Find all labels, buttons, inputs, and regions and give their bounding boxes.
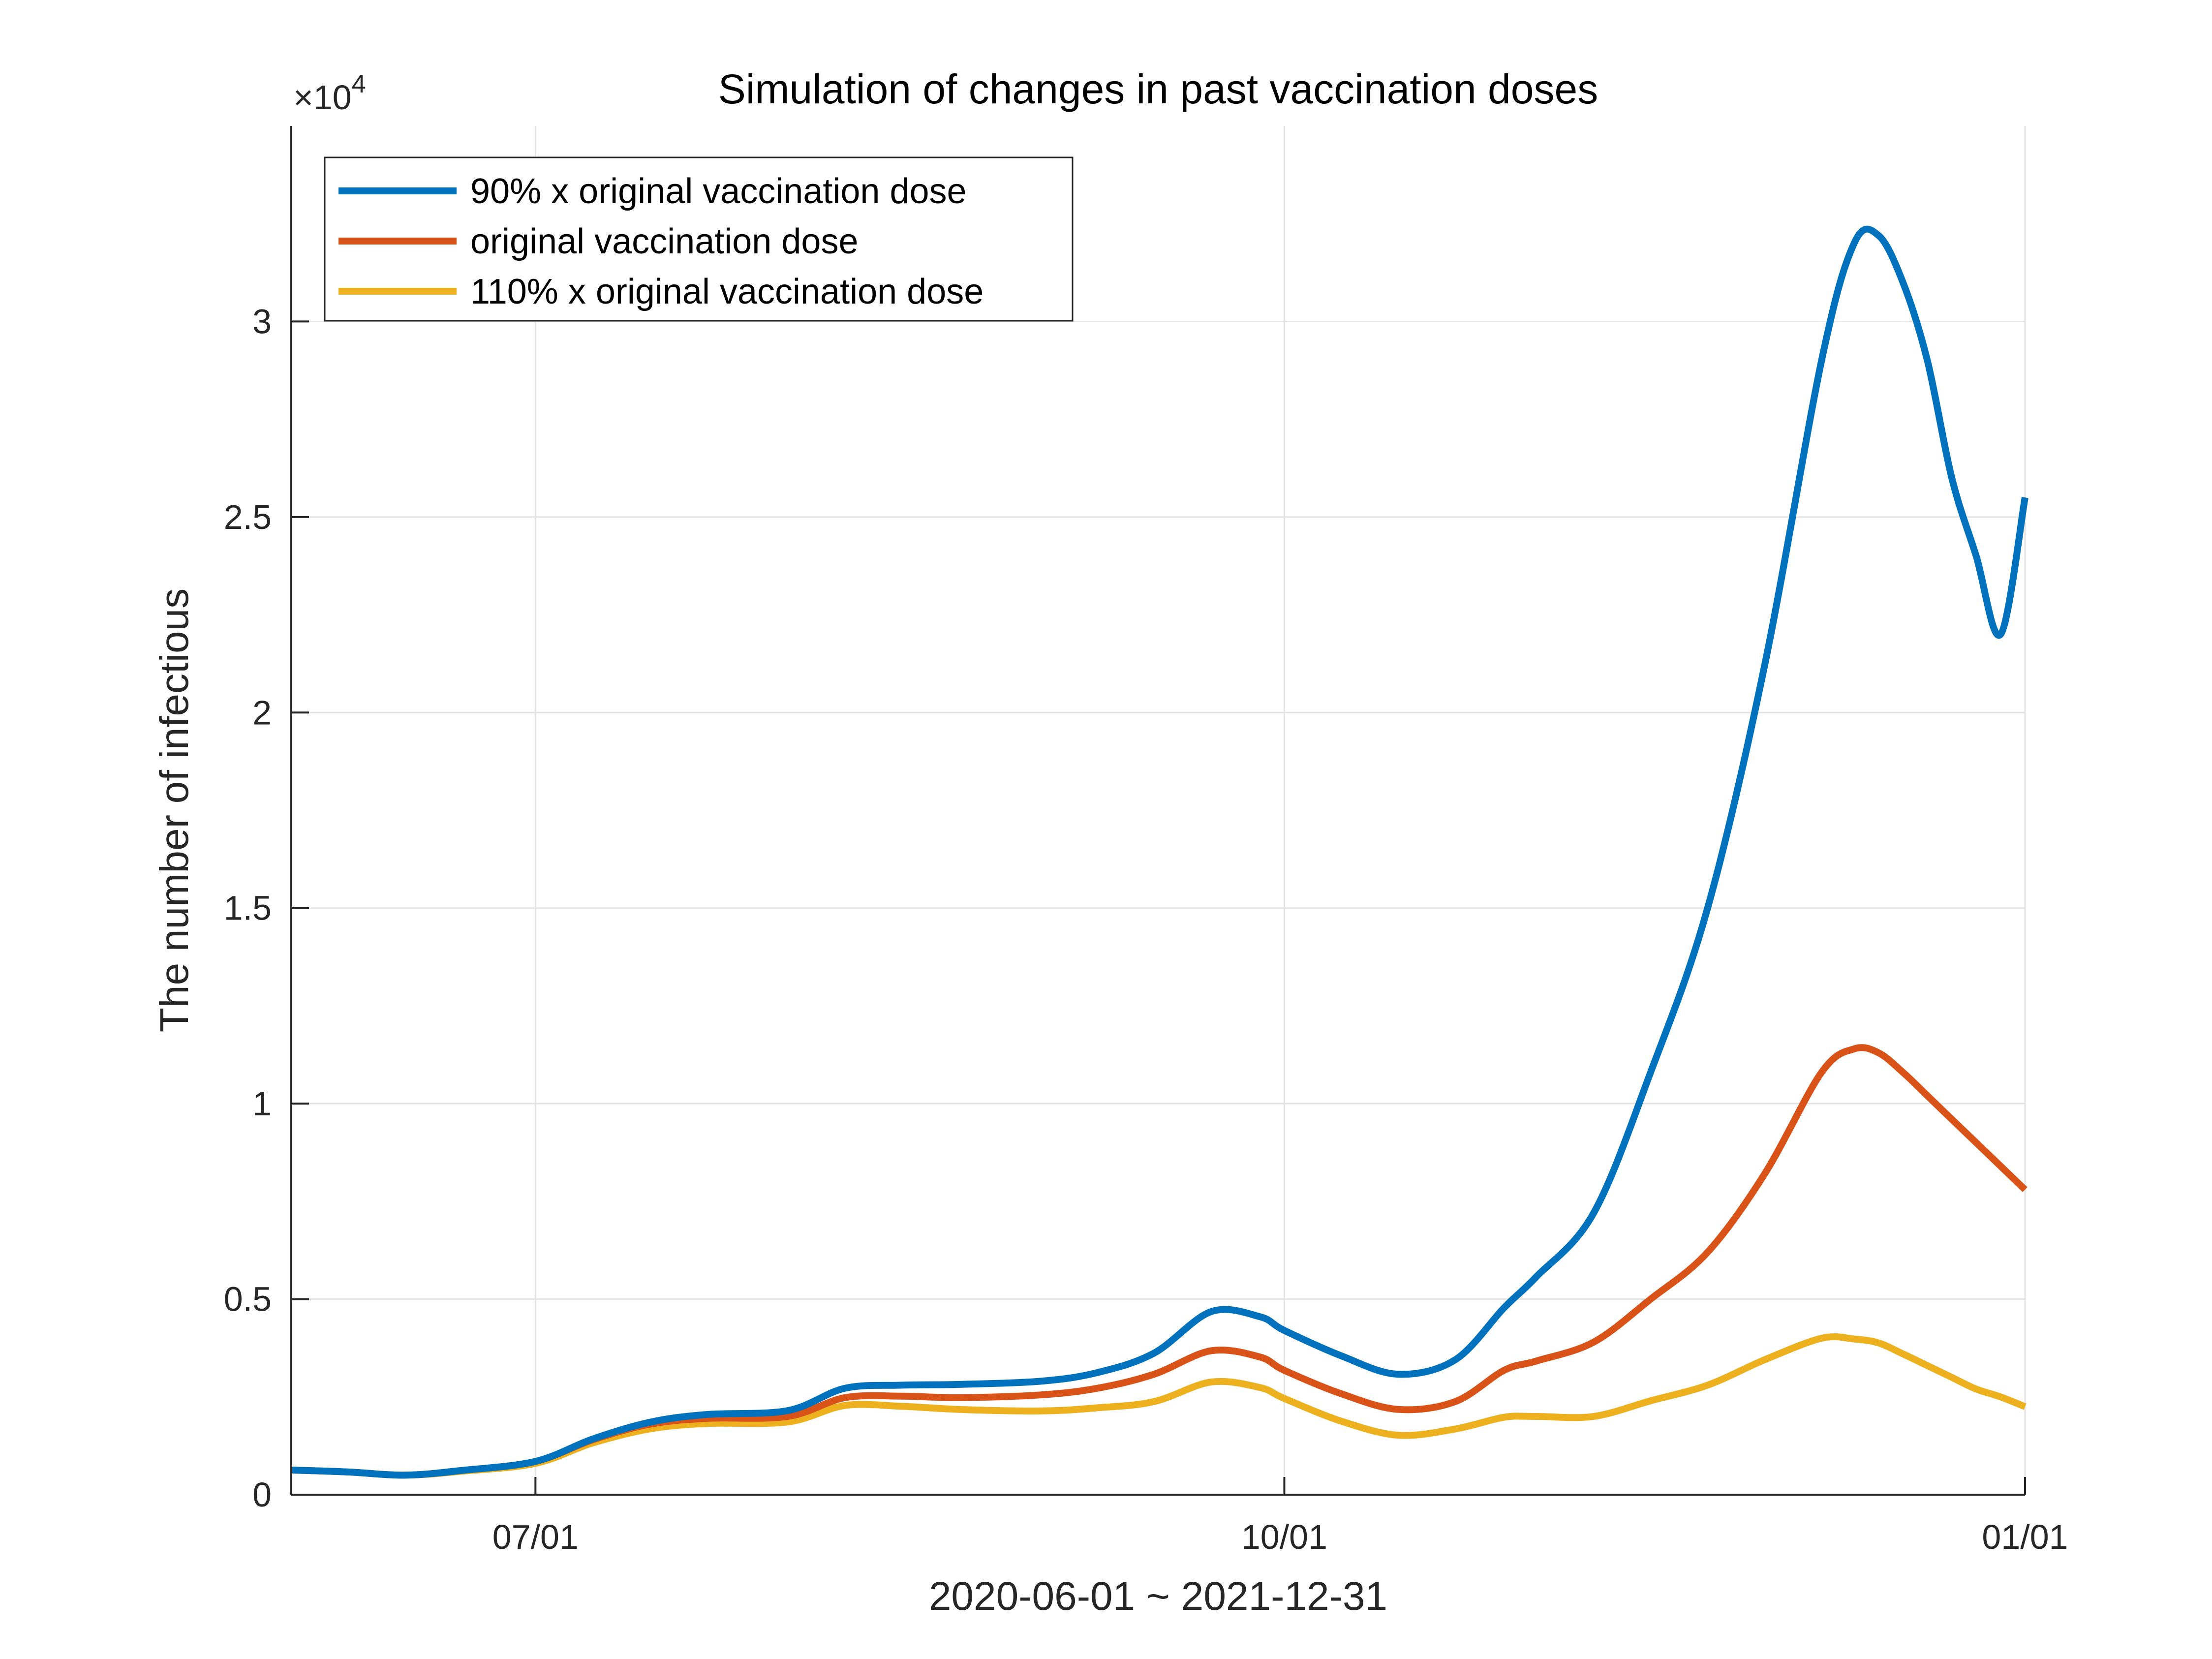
legend-label: 90% x original vaccination dose: [470, 172, 967, 211]
y-tick-label: 0.5: [224, 1280, 272, 1319]
y-exponent-label: ×104: [293, 70, 366, 117]
legend-label: 110% x original vaccination dose: [470, 272, 983, 311]
y-tick-label: 3: [252, 302, 272, 340]
y-tick-label: 1: [252, 1084, 272, 1123]
series-lines: [291, 225, 2028, 1479]
legend: 90% x original vaccination dose original …: [324, 156, 1074, 322]
y-exponent-prefix: ×10: [293, 78, 352, 117]
legend-label: original vaccination dose: [470, 222, 858, 261]
x-tick-label: 10/01: [1241, 1518, 1327, 1556]
y-exponent-power: 4: [352, 70, 366, 98]
legend-entries: 90% x original vaccination dose original …: [338, 172, 983, 311]
y-tick-label: 2.5: [224, 498, 272, 536]
x-tick-label: 07/01: [492, 1518, 579, 1556]
x-axis-title: 2020-06-01 ~ 2021-12-31: [929, 1574, 1387, 1619]
plot-background: [291, 126, 2025, 1495]
series-line-90pct: [291, 225, 2028, 1479]
y-tick-label: 1.5: [224, 889, 272, 927]
x-tick-label: 01/01: [1982, 1518, 2068, 1556]
y-tick-label: 2: [252, 693, 272, 732]
chart-title: Simulation of changes in past vaccinatio…: [718, 66, 1598, 112]
grid-lines: [291, 126, 2026, 1495]
axis-ticks: 07/01 10/01 01/01 0 0.5 1 1.5 2 2.5 3: [224, 302, 2068, 1556]
series-line-110pct: [291, 1333, 2027, 1479]
y-tick-label: 0: [252, 1475, 272, 1514]
y-axis-title: The number of infectious: [152, 588, 197, 1032]
